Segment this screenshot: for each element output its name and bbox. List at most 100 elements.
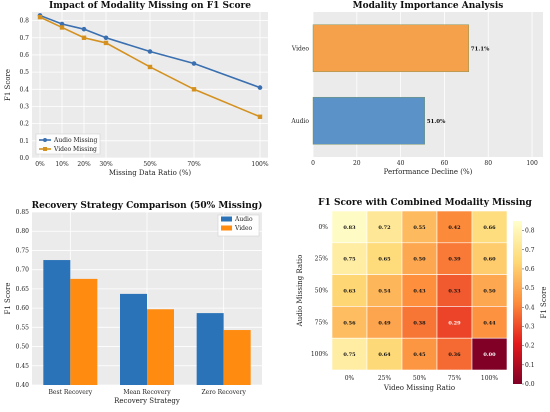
x-tick-label: 50% [413, 375, 427, 382]
chart-title: Impact of Modality Missing on F1 Score [49, 1, 251, 11]
heatmap-value: 0.56 [343, 320, 356, 326]
bar-video [312, 24, 469, 73]
legend-label: Audio [234, 216, 253, 223]
legend-marker [43, 147, 47, 151]
y-tick-label: 0.6 [19, 52, 29, 59]
heatmap-value: 0.45 [413, 352, 426, 358]
x-tick-label: 50% [143, 161, 157, 168]
y-tick-label: 75% [315, 319, 329, 326]
heatmap-value: 0.49 [378, 320, 391, 326]
data-point [191, 87, 197, 92]
heatmap-cell [471, 306, 508, 339]
heatmap-value: 0.42 [448, 225, 461, 231]
x-tick-label: 25% [378, 375, 392, 382]
heatmap-cell [471, 210, 508, 244]
data-point [103, 40, 109, 46]
x-axis-label: Recovery Strategy [114, 397, 180, 405]
data-label: 71.1% [471, 46, 490, 52]
y-axis-label: Audio Missing Ratio [296, 255, 304, 328]
y-tick-label: 0.45 [16, 363, 30, 370]
heatmap-cell [401, 274, 438, 307]
heatmap-value: 0.55 [413, 225, 426, 231]
colorbar-tick-label: 0.0 [525, 381, 535, 388]
y-tick-label: 0.50 [16, 344, 30, 351]
x-tick-label: 0% [35, 161, 45, 168]
data-point [81, 35, 87, 40]
heatmap-cell [401, 337, 438, 371]
y-tick-label: 0.85 [16, 209, 30, 216]
x-axis-label: Performance Decline (%) [384, 168, 473, 176]
colorbar-label: F1 Score [540, 287, 548, 319]
colorbar-tick-label: 0.5 [525, 285, 535, 292]
data-point [37, 14, 43, 20]
y-tick-label: 0.0 [19, 155, 29, 162]
colorbar-tick-label: 0.7 [525, 247, 535, 254]
colorbar-tick-label: 0.1 [525, 362, 535, 369]
y-tick-label: Audio [290, 118, 309, 125]
heatmap-value: 0.44 [483, 320, 496, 326]
x-tick-label: Mean Recovery [123, 389, 171, 396]
x-tick-label: 100% [481, 375, 498, 382]
heatmap-cell [436, 306, 473, 339]
heatmap-cell [331, 337, 368, 371]
y-axis-label: F1 Score [4, 69, 12, 101]
heatmap-cell [366, 210, 403, 244]
x-tick-label: 100% [251, 161, 268, 168]
heatmap-cell [436, 337, 473, 371]
legend-marker [43, 138, 47, 142]
bar-video [223, 330, 251, 385]
x-tick-label: 70% [187, 161, 201, 168]
legend-label: Video [234, 225, 253, 232]
heatmap-value: 0.50 [413, 257, 426, 263]
data-point [147, 64, 153, 70]
x-tick-label: 75% [448, 375, 462, 382]
legend-swatch [221, 216, 232, 222]
colorbar: 0.0 0.1 0.2 0.3 0.4 0.5 0.6 0.7 0.8 F1 Score [513, 221, 548, 388]
colorbar-gradient [513, 221, 522, 384]
heatmap-cell [366, 306, 403, 339]
heatmap-value: 0.75 [343, 257, 356, 263]
y-tick-label: 25% [315, 256, 329, 263]
bar-audio [120, 293, 147, 385]
bar-video [70, 278, 98, 385]
heatmap-value: 0.72 [378, 225, 391, 231]
y-tick-label: 0.2 [19, 121, 29, 128]
recovery-chart-panel: 0.40 0.45 0.50 0.55 0.60 0.65 0.70 0.75 0.80 0.85… [4, 200, 262, 405]
legend-box [35, 133, 101, 155]
heatmap-cell [436, 274, 473, 307]
x-tick-label: 20% [77, 161, 91, 168]
data-point [103, 35, 109, 41]
heatmap-value: 0.00 [483, 352, 496, 358]
heatmap-cell [331, 210, 368, 244]
heatmap-value: 0.43 [413, 289, 426, 295]
heatmap-cell [331, 242, 368, 275]
y-tick-label: 0.80 [16, 228, 30, 235]
importance-chart-panel: 0 20 40 60 80 100 Video 71.1% Audio 51.0% Modality… [290, 1, 543, 176]
y-tick-label: 0.40 [16, 382, 30, 389]
heatmap-value: 0.29 [448, 320, 461, 326]
y-tick-label: 0.75 [16, 247, 30, 254]
x-tick-label: 20 [353, 160, 361, 167]
legend-label: Video Missing [53, 146, 97, 153]
legend: Audio Missing Video Missing [35, 133, 101, 155]
heatmap-cell [401, 306, 438, 339]
heatmap-value: 0.38 [413, 320, 426, 326]
heatmap-value: 0.50 [483, 289, 496, 295]
bar-audio [312, 96, 425, 145]
y-axis-label: F1 Score [4, 283, 12, 315]
heatmap-value: 0.64 [378, 352, 391, 358]
heatmap-cell [366, 337, 403, 371]
data-point [81, 26, 87, 32]
line-chart-panel: 0.0 0.1 0.2 0.3 0.4 0.5 0.6 0.7 0.8 0% 10% 20% 30% 50… [4, 1, 269, 177]
y-tick-label: 0.55 [16, 324, 30, 331]
data-point [257, 114, 263, 119]
chart-title: Modality Importance Analysis [353, 1, 504, 11]
x-tick-label: 100 [526, 160, 538, 167]
heatmap-cell [471, 337, 508, 371]
y-tick-label: 0.65 [16, 286, 30, 293]
data-point [147, 49, 153, 54]
legend-swatch [221, 225, 232, 231]
x-tick-label: 60 [441, 160, 449, 167]
heatmap-value: 0.66 [483, 225, 496, 231]
